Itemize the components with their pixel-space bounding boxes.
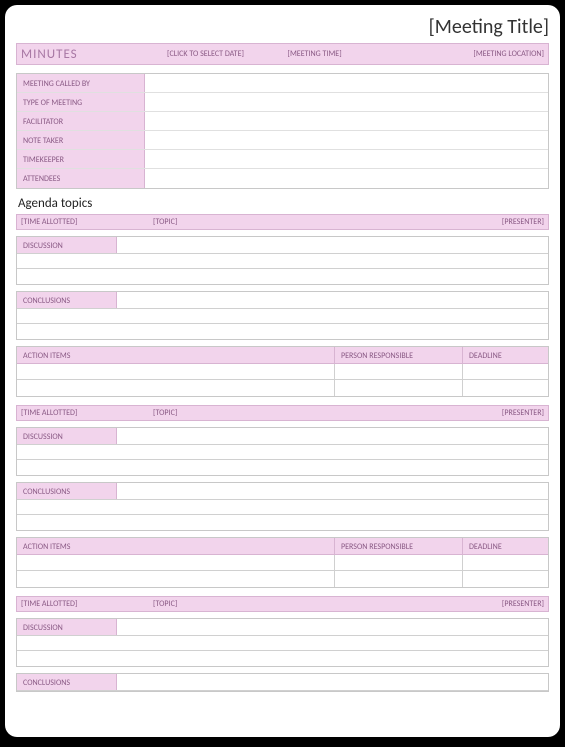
info-value[interactable] (145, 112, 548, 130)
text-row[interactable] (17, 636, 548, 651)
conclusions-value[interactable] (117, 483, 548, 499)
info-label: MEETING CALLED BY (17, 74, 145, 92)
conclusions-label: CONCLUSIONS (17, 674, 117, 690)
info-value[interactable] (145, 93, 548, 111)
location-field[interactable]: [MEETING LOCATION] (408, 49, 548, 59)
text-row[interactable] (17, 500, 548, 515)
text-row[interactable] (17, 445, 548, 460)
conclusions-block: CONCLUSIONS (16, 482, 549, 531)
text-row[interactable] (17, 309, 548, 324)
table-row: TIMEKEEPER (17, 150, 548, 169)
text-row[interactable] (17, 460, 548, 475)
table-row[interactable] (17, 555, 548, 571)
info-value[interactable] (145, 131, 548, 149)
conclusions-block: CONCLUSIONS (16, 291, 549, 340)
conclusions-value[interactable] (117, 292, 548, 308)
discussion-label: DISCUSSION (17, 237, 117, 253)
conclusions-label: CONCLUSIONS (17, 483, 117, 499)
meeting-info-table: MEETING CALLED BY TYPE OF MEETING FACILI… (16, 73, 549, 189)
info-label: NOTE TAKER (17, 131, 145, 149)
conclusions-block: CONCLUSIONS (16, 673, 549, 692)
action-items-header: ACTION ITEMS (17, 538, 335, 554)
presenter-field[interactable]: [PRESENTER] (428, 408, 548, 418)
table-row[interactable] (17, 571, 548, 587)
text-row[interactable] (17, 269, 548, 284)
time-allotted-field[interactable]: [TIME ALLOTTED] (17, 599, 153, 609)
info-value[interactable] (145, 169, 548, 188)
person-responsible-header: PERSON RESPONSIBLE (335, 538, 463, 554)
discussion-block: DISCUSSION (16, 427, 549, 476)
topic-field[interactable]: [TOPIC] (153, 408, 428, 418)
minutes-bar: MINUTES [CLICK TO SELECT DATE] [MEETING … (16, 43, 549, 65)
discussion-label: DISCUSSION (17, 428, 117, 444)
table-row: TYPE OF MEETING (17, 93, 548, 112)
time-field[interactable]: [MEETING TIME] (288, 49, 409, 59)
table-row[interactable] (17, 380, 548, 396)
text-row[interactable] (17, 651, 548, 666)
action-items-table: ACTION ITEMS PERSON RESPONSIBLE DEADLINE (16, 346, 549, 397)
info-label: FACILITATOR (17, 112, 145, 130)
topic-field[interactable]: [TOPIC] (153, 599, 428, 609)
table-row: ATTENDEES (17, 169, 548, 188)
discussion-block: DISCUSSION (16, 618, 549, 667)
discussion-value[interactable] (117, 428, 548, 444)
topic-field[interactable]: [TOPIC] (153, 217, 428, 227)
text-row[interactable] (17, 254, 548, 269)
presenter-field[interactable]: [PRESENTER] (428, 599, 548, 609)
document-page: [Meeting Title] MINUTES [CLICK TO SELECT… (5, 5, 560, 737)
person-responsible-header: PERSON RESPONSIBLE (335, 347, 463, 363)
table-row: MEETING CALLED BY (17, 74, 548, 93)
meeting-title[interactable]: [Meeting Title] (16, 15, 549, 39)
action-items-header: ACTION ITEMS (17, 347, 335, 363)
table-row: NOTE TAKER (17, 131, 548, 150)
time-allotted-field[interactable]: [TIME ALLOTTED] (17, 408, 153, 418)
time-allotted-field[interactable]: [TIME ALLOTTED] (17, 217, 153, 227)
action-items-table: ACTION ITEMS PERSON RESPONSIBLE DEADLINE (16, 537, 549, 588)
table-row[interactable] (17, 364, 548, 380)
discussion-value[interactable] (117, 237, 548, 253)
info-value[interactable] (145, 150, 548, 168)
discussion-label: DISCUSSION (17, 619, 117, 635)
discussion-value[interactable] (117, 619, 548, 635)
topic-header-bar: [TIME ALLOTTED] [TOPIC] [PRESENTER] (16, 405, 549, 421)
discussion-block: DISCUSSION (16, 236, 549, 285)
date-field[interactable]: [CLICK TO SELECT DATE] (167, 49, 288, 59)
topic-header-bar: [TIME ALLOTTED] [TOPIC] [PRESENTER] (16, 596, 549, 612)
text-row[interactable] (17, 324, 548, 339)
agenda-topics-heading: Agenda topics (18, 196, 549, 211)
conclusions-value[interactable] (117, 674, 548, 690)
info-label: ATTENDEES (17, 169, 145, 188)
minutes-label: MINUTES (17, 47, 167, 62)
deadline-header: DEADLINE (463, 538, 548, 554)
info-label: TYPE OF MEETING (17, 93, 145, 111)
text-row[interactable] (17, 515, 548, 530)
conclusions-label: CONCLUSIONS (17, 292, 117, 308)
presenter-field[interactable]: [PRESENTER] (428, 217, 548, 227)
topic-header-bar: [TIME ALLOTTED] [TOPIC] [PRESENTER] (16, 214, 549, 230)
info-value[interactable] (145, 74, 548, 92)
deadline-header: DEADLINE (463, 347, 548, 363)
table-row: FACILITATOR (17, 112, 548, 131)
info-label: TIMEKEEPER (17, 150, 145, 168)
